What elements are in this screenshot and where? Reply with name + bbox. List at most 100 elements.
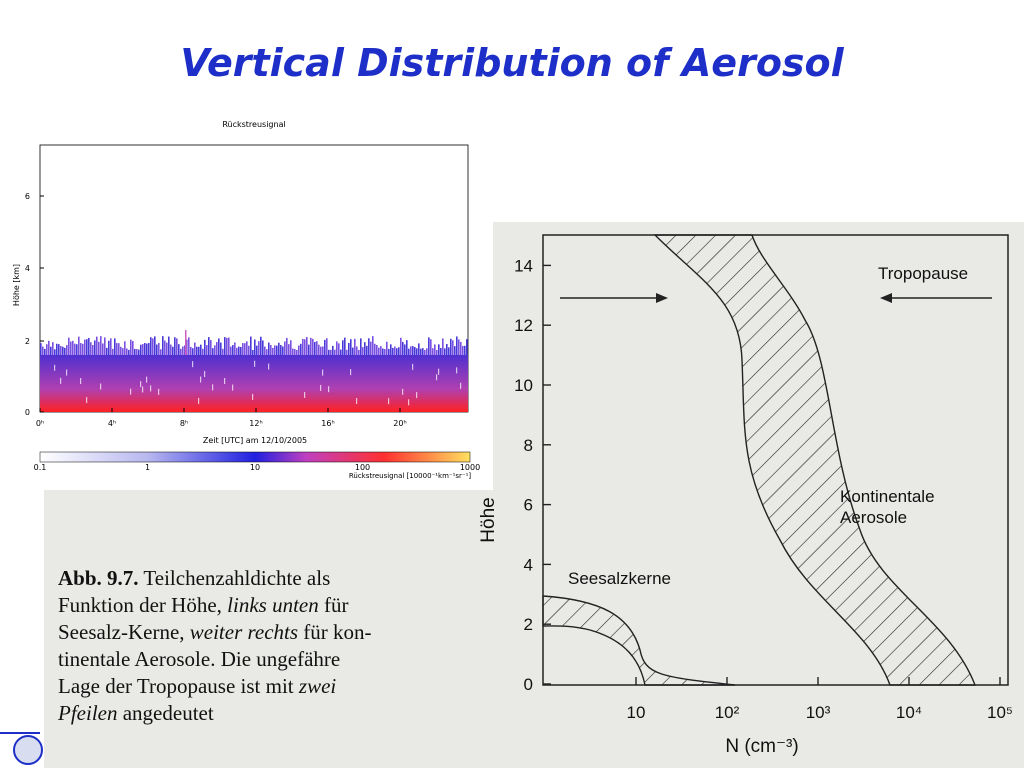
spike	[162, 336, 164, 355]
spike	[120, 346, 122, 355]
spike	[88, 337, 90, 355]
continental-label: Kontinentale	[840, 487, 935, 506]
spike	[310, 337, 312, 355]
colorbar-tick: 1	[145, 463, 150, 472]
gap	[140, 381, 142, 388]
lidar-plot: Rückstreusignal Höhe [km] Zeit [UTC] am …	[12, 120, 471, 480]
spike	[142, 344, 144, 355]
seasalt-label: Seesalzkerne	[568, 569, 671, 588]
gap	[204, 371, 206, 378]
spike	[418, 343, 420, 355]
spike	[412, 346, 414, 355]
spike	[202, 348, 204, 355]
spike	[280, 344, 282, 355]
spike	[324, 339, 326, 355]
spike	[78, 336, 80, 355]
spike	[286, 337, 288, 355]
spike	[94, 340, 96, 355]
spike	[208, 337, 210, 355]
spike	[278, 342, 280, 355]
spike	[414, 347, 416, 355]
spike	[184, 345, 186, 355]
spike	[442, 338, 444, 355]
spike	[326, 338, 328, 355]
spike	[170, 344, 172, 355]
spike	[364, 342, 366, 355]
spike	[374, 343, 376, 355]
gap	[130, 388, 132, 395]
lidar-y-tick: 0	[25, 408, 30, 417]
spike	[298, 345, 300, 355]
spike	[250, 336, 252, 355]
spike	[448, 347, 450, 355]
spike	[100, 336, 102, 355]
spike	[348, 342, 350, 355]
spike	[62, 346, 64, 355]
gap	[54, 364, 56, 371]
spike	[76, 344, 78, 355]
spike	[112, 348, 114, 355]
spike	[308, 344, 310, 355]
spike	[288, 344, 290, 355]
figure-y-tick: 0	[524, 675, 533, 694]
spike	[80, 343, 82, 355]
spike	[368, 338, 370, 355]
spike	[108, 340, 110, 355]
figure-y-tick: 10	[514, 376, 533, 395]
spike	[214, 345, 216, 355]
gap	[192, 361, 194, 368]
spike	[398, 347, 400, 355]
caption-line: tinentale Aerosole. Die ungefähre	[58, 647, 340, 671]
gap	[408, 399, 410, 406]
gap	[100, 383, 102, 390]
figure-frame	[542, 234, 1009, 686]
spike	[390, 344, 392, 355]
spike	[190, 346, 192, 355]
spike	[464, 345, 466, 355]
spike	[146, 343, 148, 355]
spike	[230, 346, 232, 355]
spike	[338, 343, 340, 355]
spike	[266, 349, 268, 355]
spike	[124, 341, 126, 355]
spike	[320, 346, 322, 355]
spike	[48, 340, 50, 355]
tropopause-label: Tropopause	[878, 264, 968, 283]
spike	[86, 339, 88, 355]
spike	[66, 345, 68, 355]
gap	[412, 363, 414, 370]
spike	[182, 346, 184, 355]
figure-y-tick: 2	[524, 615, 533, 634]
gap	[66, 369, 68, 376]
spike	[440, 347, 442, 355]
figure-y-label: Höhe	[478, 497, 499, 542]
spike	[392, 347, 394, 355]
spike	[110, 338, 112, 355]
spike	[116, 343, 118, 355]
spike	[258, 341, 260, 355]
spike	[322, 346, 324, 355]
spike	[136, 349, 138, 355]
spike	[416, 348, 418, 355]
lidar-y-label: Höhe [km]	[12, 264, 21, 306]
gap	[232, 384, 234, 391]
spike	[276, 345, 278, 355]
continental-band	[653, 234, 977, 686]
gap	[150, 385, 152, 392]
gap	[304, 391, 306, 398]
spike	[98, 341, 100, 355]
lidar-x-tick: 4ʰ	[108, 419, 116, 428]
spike	[54, 349, 56, 355]
spike	[70, 341, 72, 355]
spike	[102, 343, 104, 355]
gap	[350, 369, 352, 376]
spike	[408, 348, 410, 355]
spike	[382, 348, 384, 355]
spike	[340, 349, 342, 355]
spike	[218, 338, 220, 355]
spike	[40, 343, 42, 355]
spike	[168, 336, 170, 355]
spike	[252, 349, 254, 355]
spike	[318, 344, 320, 355]
spike	[306, 336, 308, 355]
